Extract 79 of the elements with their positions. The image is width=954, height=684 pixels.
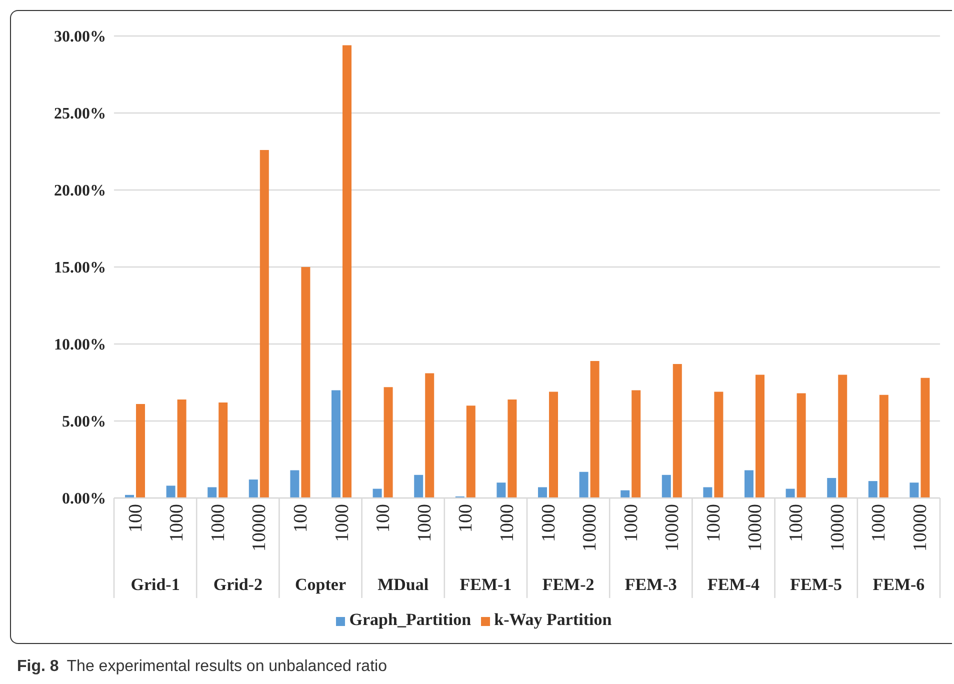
- bar: [538, 487, 547, 498]
- bar: [786, 488, 795, 498]
- bar: [910, 482, 919, 498]
- x-tick-label: 1000: [208, 504, 229, 542]
- x-tick-label: 100: [373, 504, 394, 532]
- x-tick-label: 10000: [910, 504, 931, 552]
- bar: [414, 474, 424, 498]
- text: Grid-2: [213, 575, 262, 594]
- bar: [166, 486, 176, 498]
- x-tick-label: 10000: [662, 504, 684, 552]
- y-tick-label: 30.00%: [54, 28, 106, 46]
- bar: [260, 150, 269, 498]
- text: FEM-4: [708, 575, 760, 594]
- x-tick-label: 1000: [868, 504, 890, 542]
- bar: [177, 399, 186, 498]
- bar: [496, 482, 506, 498]
- bar: [208, 487, 217, 498]
- bar: [136, 404, 145, 498]
- bar: [248, 480, 258, 498]
- text: FEM-5: [790, 575, 842, 594]
- text: The experimental results on unbalanced ratio: [66, 658, 387, 675]
- bar: [590, 360, 600, 498]
- bar: [620, 490, 630, 498]
- bar: [744, 470, 754, 498]
- bar: [332, 390, 340, 498]
- text: Grid-1: [130, 575, 180, 594]
- x-tick-label: 1000: [166, 504, 188, 542]
- bar: [579, 472, 588, 498]
- x-tick-label: 1000: [620, 504, 642, 542]
- bar: [508, 399, 517, 498]
- legend-label: Graph_Partition: [349, 610, 472, 629]
- bar: [301, 267, 310, 498]
- x-tick-label: 1000: [414, 504, 436, 542]
- bar: [466, 406, 476, 498]
- bar: [703, 487, 712, 498]
- text: FEM-6: [872, 575, 925, 594]
- bar: [372, 488, 382, 498]
- bar: [756, 374, 764, 498]
- bar: [868, 481, 878, 498]
- y-tick-label: 0.00%: [62, 490, 106, 508]
- bar: [920, 378, 930, 498]
- text: Fig. 8: [17, 658, 59, 675]
- x-tick-label: 1000: [538, 504, 560, 542]
- x-tick-label: 1000: [332, 504, 353, 542]
- x-tick-label: 100: [125, 504, 146, 532]
- bar: [384, 387, 393, 498]
- x-tick-label: 100: [456, 504, 477, 532]
- text: FEM-2: [542, 575, 594, 594]
- bar: [879, 394, 888, 498]
- bar: [662, 474, 671, 498]
- y-tick-label: 10.00%: [54, 336, 106, 354]
- text: Copter: [295, 575, 346, 594]
- legend-label: k-Way Partition: [494, 610, 612, 629]
- bar: [342, 45, 352, 498]
- bar: [796, 393, 806, 498]
- x-tick-label: 100: [290, 504, 312, 532]
- x-tick-label: 10000: [744, 504, 766, 552]
- bar: [838, 374, 848, 498]
- bar: [218, 402, 228, 498]
- bar: [714, 392, 724, 498]
- bar: [632, 390, 641, 498]
- x-tick-label: 10000: [249, 504, 270, 552]
- bar: [549, 392, 558, 498]
- y-tick-label: 5.00%: [62, 414, 106, 431]
- y-tick-label: 20.00%: [54, 182, 106, 200]
- text: FEM-1: [460, 575, 512, 594]
- text: MDual: [378, 575, 429, 594]
- bar: [827, 478, 836, 498]
- x-tick-label: 1000: [497, 504, 518, 542]
- x-tick-label: 10000: [827, 504, 848, 552]
- y-tick-label: 25.00%: [54, 106, 106, 123]
- bar: [425, 373, 434, 498]
- bar: [672, 364, 682, 498]
- x-tick-label: 10000: [580, 504, 601, 552]
- text: FEM-3: [624, 575, 677, 594]
- x-tick-label: 1000: [704, 504, 724, 542]
- x-tick-label: 1000: [786, 504, 808, 542]
- bar: [290, 470, 300, 498]
- y-tick-label: 15.00%: [54, 260, 106, 277]
